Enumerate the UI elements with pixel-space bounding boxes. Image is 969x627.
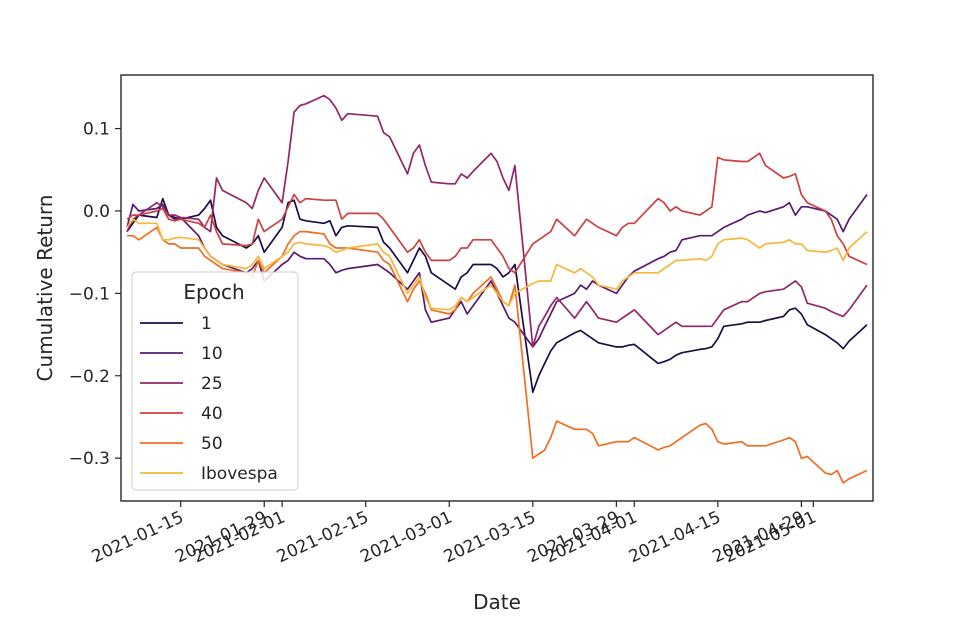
series-line-25	[126, 94, 868, 348]
y-tick-label: −0.2	[69, 367, 110, 387]
y-tick-label: −0.3	[69, 449, 110, 469]
legend-label-1: 1	[201, 314, 212, 334]
plot-lines	[126, 94, 868, 484]
legend-box	[131, 271, 299, 491]
x-axis-title: Date	[473, 590, 521, 614]
legend-title: Epoch	[183, 280, 244, 304]
y-axis: 0.1 0.0 −0.1 −0.2 −0.3	[69, 120, 121, 469]
series-line-40	[126, 152, 868, 274]
legend-label-ibovespa: Ibovespa	[201, 464, 278, 484]
legend-label-25: 25	[201, 374, 223, 394]
plot-frame	[120, 74, 874, 502]
legend-label-10: 10	[201, 344, 223, 364]
y-tick-label: 0.0	[83, 202, 110, 222]
legend: Epoch 1 10 25 40 50 Ibovespa	[131, 271, 299, 491]
series-line-ibovespa	[126, 218, 868, 311]
legend-label-50: 50	[201, 434, 223, 454]
series-line-10	[126, 194, 868, 348]
y-tick-label: −0.1	[69, 284, 110, 304]
legend-label-40: 40	[201, 404, 223, 424]
y-axis-title: Cumulative Return	[33, 195, 57, 382]
y-tick-label: 0.1	[83, 120, 110, 140]
